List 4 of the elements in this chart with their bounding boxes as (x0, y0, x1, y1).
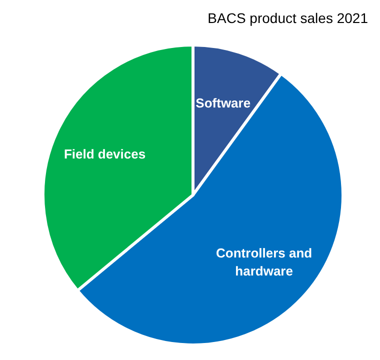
chart-title: BACS product sales 2021 (208, 10, 368, 26)
slice-label: Field devices (64, 146, 146, 161)
slice-label: Controllers and hardware (216, 245, 312, 278)
slice-label: Software (196, 94, 251, 110)
